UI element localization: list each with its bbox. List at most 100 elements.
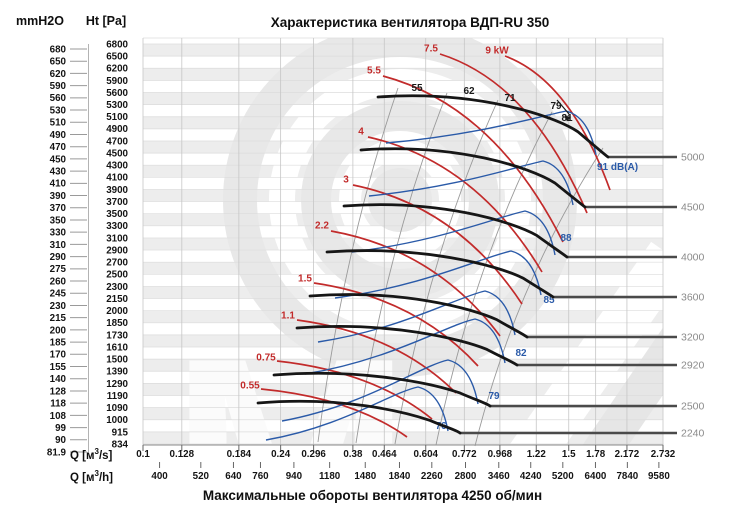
noise-curve — [281, 359, 479, 422]
flow-h-tick-label: 1480 — [354, 471, 376, 482]
mmH2O-tick-label: 140 — [50, 374, 67, 385]
mmH2O-tick-label: 560 — [50, 93, 67, 104]
flow-s-tick-label: 1.22 — [527, 449, 547, 460]
noise-curves: 91 dB(A) 88 85 82 79 76 — [265, 110, 638, 441]
power-line — [260, 388, 408, 438]
power-line — [352, 184, 523, 305]
flow-h-tick-label: 520 — [193, 471, 210, 482]
mmH2O-tick-label: 185 — [50, 337, 67, 348]
rpm-curve — [325, 249, 555, 299]
power-line — [504, 55, 611, 191]
power-label: 4 — [358, 127, 364, 138]
pa-tick-label: 1290 — [106, 379, 128, 390]
mmH2O-tick-label: 350 — [50, 215, 67, 226]
power-line — [276, 360, 433, 420]
flow-h-tick-label: 940 — [286, 471, 303, 482]
pa-tick-label: 1500 — [106, 355, 128, 366]
pa-tick-label: 5900 — [106, 76, 128, 87]
pa-tick-label: 2150 — [106, 294, 128, 305]
mmH2O-tick-label: 230 — [50, 301, 67, 312]
pa-tick-label: 4300 — [106, 161, 128, 172]
mmH2O-tick-label: 470 — [50, 142, 67, 153]
chart-title: Характеристика вентилятора ВДП-RU 350 — [270, 15, 550, 30]
mmH2O-tick-label: 510 — [50, 118, 67, 129]
rpm-label: 4000 — [681, 252, 705, 264]
power-lines: 9 kW 7.5 5.5 4 3 2.2 1.5 1.1 0.75 0.55 — [240, 44, 611, 438]
mmH2O-tick-label: 410 — [50, 179, 67, 190]
flow-s-tick-label: 0.38 — [343, 449, 363, 460]
flow-s-tick-label: 1.5 — [562, 449, 576, 460]
mmH2O-tick-label: 275 — [50, 264, 67, 275]
pa-tick-label: 4900 — [106, 124, 128, 135]
pa-tick-label: 4100 — [106, 173, 128, 184]
flow-h-tick-label: 2260 — [421, 471, 443, 482]
rpm-label: 4500 — [681, 202, 705, 214]
noise-curve — [334, 250, 542, 299]
x-axis-labels: 0.1 0.128 0.184 0.24 0.296 0.38 0.464 0.604 0.77… — [136, 445, 676, 482]
mmH2O-tick-label: 330 — [50, 228, 67, 239]
pa-tick-label: 6800 — [106, 39, 128, 50]
pa-tick-label: 1610 — [106, 342, 128, 353]
noise-curve — [304, 318, 506, 375]
flow-s-tick-label: 0.24 — [271, 449, 291, 460]
rpm-curve — [308, 293, 529, 339]
pa-tick-label: 1730 — [106, 330, 128, 341]
mmH2O-tick-label: 430 — [50, 167, 67, 178]
power-label: 1.5 — [298, 274, 312, 285]
rpm-curves: 5000 4500 4000 3600 3200 2920 2500 2240 — [256, 94, 705, 440]
pa-tick-label: 2500 — [106, 270, 128, 281]
power-line — [367, 136, 543, 273]
pa-tick-label: 3900 — [106, 185, 128, 196]
power-label: 1.1 — [281, 311, 295, 322]
mmH2O-tick-label: 370 — [50, 203, 67, 214]
mmH2O-tick-label: 260 — [50, 276, 67, 287]
flow-s-tick-label: 0.968 — [488, 449, 513, 460]
flow-s-tick-label: 0.464 — [372, 449, 397, 460]
mmH2O-tick-label: 108 — [50, 411, 67, 422]
direction-arrow-icon — [564, 115, 571, 122]
power-label: 9 kW — [485, 46, 509, 57]
rpm-curve — [359, 147, 587, 209]
power-line — [439, 53, 588, 214]
noise-point-label: 71 — [504, 93, 516, 104]
flow-h-tick-label: 4240 — [520, 471, 542, 482]
mmH2O-tick-label: 390 — [50, 191, 67, 202]
flow-s-tick-label: 2.172 — [615, 449, 640, 460]
mmH2O-tick-label: 620 — [50, 69, 67, 80]
pa-tick-label: 2700 — [106, 258, 128, 269]
noise-curve — [385, 110, 597, 156]
noise-point-label: 62 — [463, 86, 475, 97]
power-label: 0.55 — [240, 381, 260, 392]
flow-s-tick-label: 0.604 — [413, 449, 438, 460]
power-line — [296, 319, 457, 394]
efficiency-line — [355, 92, 448, 444]
pa-tick-label: 2000 — [106, 306, 128, 317]
mmH2O-tick-label: 290 — [50, 252, 67, 263]
noise-label: 88 — [560, 233, 572, 244]
noise-label: 91 dB(A) — [597, 162, 638, 173]
pa-tick-label: 5100 — [106, 112, 128, 123]
noise-curve — [265, 386, 449, 441]
mmH2O-tick-label: 155 — [50, 362, 67, 373]
pa-tick-label: 2300 — [106, 282, 128, 293]
flow-s-tick-label: 0.1 — [136, 449, 150, 460]
pa-tick-label: 4500 — [106, 148, 128, 159]
rpm-label: 2920 — [681, 360, 705, 372]
rpm-curve — [256, 399, 462, 435]
noise-label: 76 — [435, 421, 447, 432]
noise-curve — [317, 290, 516, 343]
mmH2O-tick-label: 590 — [50, 81, 67, 92]
flow-s-tick-label: 2.732 — [651, 449, 676, 460]
power-label: 3 — [343, 175, 349, 186]
pa-tick-label: 5600 — [106, 88, 128, 99]
flow-h-tick-label: 5200 — [552, 471, 574, 482]
noise-curve — [368, 160, 574, 206]
noise-point-label: 55 — [411, 83, 423, 94]
max-rpm-caption: Максимальные обороты вентилятора 4250 об… — [202, 488, 543, 503]
power-line — [382, 75, 564, 243]
pa-tick-label: 4700 — [106, 136, 128, 147]
flow-axis-label-m3s: Q [м3/s] — [70, 447, 113, 462]
grid-band — [143, 383, 664, 396]
